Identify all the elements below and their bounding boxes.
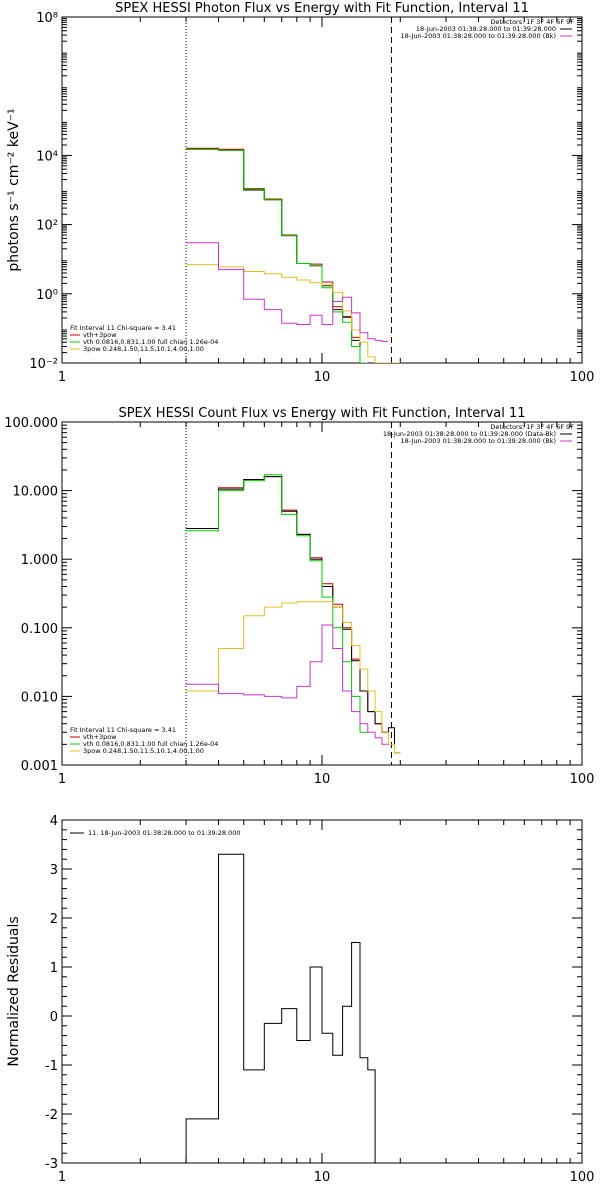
count-legend-header: Detectors: 1F 3F 4F 6F 9F <box>490 423 574 431</box>
photon-fit-legend-entry: vth+3pow <box>83 331 117 339</box>
photon-ytick-label: 10⁸ <box>36 11 58 26</box>
count-title: SPEX HESSI Count Flux vs Energy with Fit… <box>118 406 525 421</box>
count-fit-legend-entry: vth 0.0816,0.831,1.00 full chian 1.26e-0… <box>83 740 218 748</box>
count-series-3 <box>186 601 401 754</box>
photon-fit-legend-entry: vth 0.0816,0.831,1.00 full chian 1.26e-0… <box>83 338 218 346</box>
count-ytick-label: 0.100 <box>21 622 58 637</box>
residuals-panel: 1 10 100 -3 -2 -1 0 1 2 3 4 Normalized Residuals 11.… <box>6 814 594 1185</box>
residuals-xtick-label: 10 <box>314 1170 331 1185</box>
residuals-ytick-label: 2 <box>50 912 58 927</box>
count-panel: SPEX HESSI Count Flux vs Energy with Fit… <box>4 406 594 787</box>
residuals-legend-entry: 11. 18-Jun-2003 01:38:28.000 to 01:39:28… <box>88 829 240 837</box>
photon-xtick-label: 10 <box>314 370 331 385</box>
residuals-ytick-label: 1 <box>50 961 58 976</box>
photon-ytick-label: 10⁴ <box>36 149 58 164</box>
count-fit-legend-title: Fit Interval 11 Chi-square = 3.41 <box>70 726 176 734</box>
residuals-series-0 <box>185 853 389 1163</box>
count-series-2 <box>186 474 368 733</box>
photon-frame <box>61 16 583 364</box>
photon-ytick-label: 10² <box>36 219 58 234</box>
count-xtick-label: 1 <box>58 772 66 787</box>
count-series-0 <box>186 476 389 733</box>
residuals-ytick-label: 3 <box>50 863 58 878</box>
photon-ytick-label: 10⁻² <box>29 357 58 372</box>
photon-legend-entry: 18-Jun-2003 01:38:28.000 to 01:39:28.000… <box>401 32 556 40</box>
photon-ylabel: photons s⁻¹ cm⁻² keV⁻¹ <box>6 108 22 271</box>
photon-series-3 <box>186 264 401 363</box>
count-legend-entry: 18-Jun-2003 01:38:28.000 to 01:39:28.000… <box>383 430 556 438</box>
photon-series-0 <box>186 147 382 363</box>
residuals-ytick-label: 0 <box>50 1010 58 1025</box>
count-ytick-label: 0.001 <box>21 759 58 774</box>
photon-legend-entry: 18-Jun-2003 01:38:28.000 to 01:39:28.000 <box>416 25 556 33</box>
count-xtick-label: 100 <box>570 772 595 787</box>
count-fit-legend: Fit Interval 11 Chi-square = 3.41vth+3po… <box>70 726 218 755</box>
residuals-ytick-label: 4 <box>50 814 58 829</box>
count-fit-legend-entry: 3pow 0.248,1.50,11.5,10.1,4.00,1.00 <box>83 747 204 755</box>
count-xtick-label: 10 <box>314 772 331 787</box>
residuals-ytick-label: -2 <box>45 1108 58 1123</box>
photon-fit-legend: Fit Interval 11 Chi-square = 3.41vth+3po… <box>70 324 218 353</box>
photon-xtick-label: 1 <box>58 370 66 385</box>
count-ytick-label: 100.000 <box>4 416 58 431</box>
count-ytick-label: 0.010 <box>21 690 58 705</box>
photon-ytick-label: 10⁰ <box>36 288 58 303</box>
residuals-legend: 11. 18-Jun-2003 01:38:28.000 to 01:39:28… <box>70 829 240 837</box>
photon-xtick-label: 100 <box>570 370 595 385</box>
photon-panel: SPEX HESSI Photon Flux vs Energy with Fi… <box>6 1 594 385</box>
residuals-series-group <box>185 853 389 1163</box>
photon-fit-legend-title: Fit Interval 11 Chi-square = 3.41 <box>70 324 176 332</box>
photon-legend-header: Detectors: 1F 3F 4F 6F 9F <box>490 18 574 26</box>
photon-series-2 <box>186 148 368 363</box>
residuals-xtick-label: 100 <box>570 1170 595 1185</box>
count-series-4 <box>186 624 389 745</box>
count-ytick-label: 10.000 <box>13 485 59 500</box>
photon-series-4 <box>186 242 389 342</box>
count-legend-entry: 18-Jun-2003 01:38:28.000 to 01:39:28.000… <box>401 437 556 445</box>
count-series-group <box>186 474 401 754</box>
residuals-ytick-label: -3 <box>45 1157 58 1172</box>
photon-title: SPEX HESSI Photon Flux vs Energy with Fi… <box>115 1 529 16</box>
residuals-ylabel: Normalized Residuals <box>6 916 22 1066</box>
photon-fit-legend-entry: 3pow 0.248,1.50,11.5,10.1,4.00,1.00 <box>83 345 204 353</box>
residuals-ytick-label: -1 <box>45 1059 58 1074</box>
count-ytick-label: 1.000 <box>21 553 58 568</box>
photon-series-group <box>186 147 401 363</box>
residuals-xtick-label: 1 <box>58 1170 66 1185</box>
count-fit-legend-entry: vth+3pow <box>83 733 117 741</box>
